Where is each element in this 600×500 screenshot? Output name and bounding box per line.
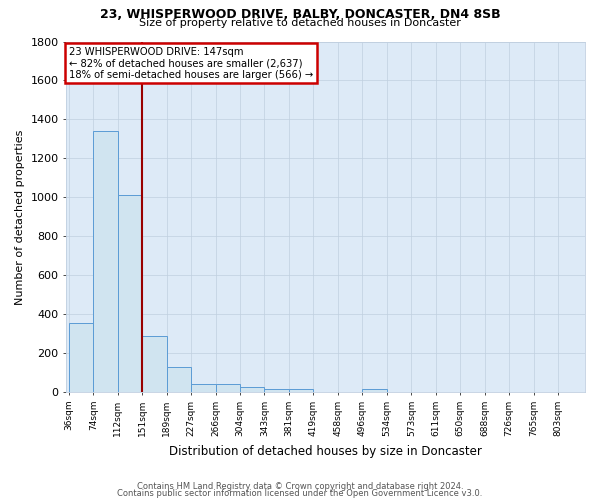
Bar	[118, 196, 142, 392]
Bar	[289, 389, 313, 392]
Y-axis label: Number of detached properties: Number of detached properties	[15, 129, 25, 304]
Text: 23 WHISPERWOOD DRIVE: 147sqm
← 82% of detached houses are smaller (2,637)
18% of: 23 WHISPERWOOD DRIVE: 147sqm ← 82% of de…	[69, 47, 313, 80]
Bar	[142, 336, 167, 392]
Text: Size of property relative to detached houses in Doncaster: Size of property relative to detached ho…	[139, 18, 461, 28]
Text: Contains HM Land Registry data © Crown copyright and database right 2024.: Contains HM Land Registry data © Crown c…	[137, 482, 463, 491]
Bar	[191, 384, 215, 392]
Bar	[265, 388, 289, 392]
Text: Contains public sector information licensed under the Open Government Licence v3: Contains public sector information licen…	[118, 489, 482, 498]
Bar	[69, 323, 93, 392]
Bar	[362, 388, 387, 392]
Bar	[215, 384, 240, 392]
Bar	[167, 367, 191, 392]
X-axis label: Distribution of detached houses by size in Doncaster: Distribution of detached houses by size …	[169, 444, 482, 458]
Bar	[240, 386, 265, 392]
Text: 23, WHISPERWOOD DRIVE, BALBY, DONCASTER, DN4 8SB: 23, WHISPERWOOD DRIVE, BALBY, DONCASTER,…	[100, 8, 500, 20]
Bar	[93, 131, 118, 392]
